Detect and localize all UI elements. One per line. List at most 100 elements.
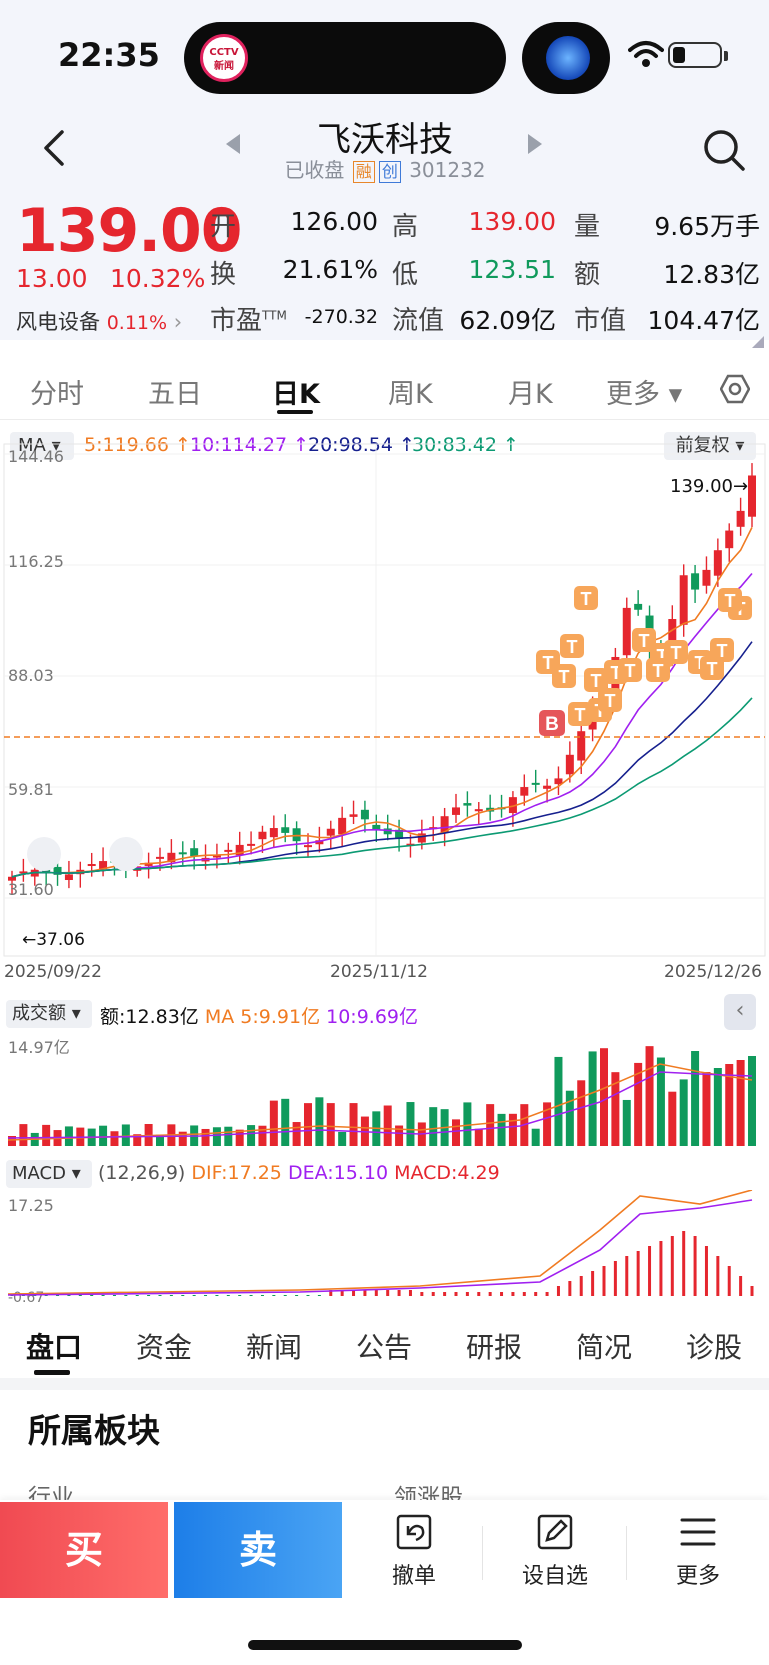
volume-bar [497,1113,506,1146]
candle-body [463,803,472,806]
buy-button[interactable]: 买 [0,1502,168,1598]
volume-bar [258,1125,267,1146]
sector-name: 风电设备 [16,310,100,334]
kline-y-tick: 59.81 [8,780,54,799]
volume-bar [8,1136,16,1146]
macd-bar [272,1295,276,1296]
chart-tab[interactable]: 更多 ▾ [606,379,683,410]
settings-icon[interactable] [720,374,750,404]
cancel-order-button[interactable]: 撤单 [354,1512,474,1590]
trade-marker-b-label: B [545,714,559,735]
detail-tab[interactable]: 研报 [466,1331,523,1364]
wifi-icon [628,41,664,67]
more-button[interactable]: 更多 [638,1512,758,1590]
quote-label: 量 [574,212,601,242]
candle-body [269,828,278,838]
volume-bar [110,1131,119,1146]
chart-tab[interactable]: 分时 [30,379,84,410]
adjust-select[interactable]: 前复权 ▾ [664,432,756,460]
kline-chart[interactable]: TTTTTTTTTTTTTTTTTTTB [0,440,769,960]
volume-bar [292,1122,301,1146]
next-stock-icon[interactable] [528,134,542,154]
macd-params: (12,26,9) [98,1162,186,1184]
kline-y-tick: 88.03 [8,666,54,685]
macd-bar [545,1292,549,1296]
add-watchlist-button[interactable]: 设自选 [495,1512,615,1590]
volume-bar [634,1062,643,1146]
quote-panel [0,190,769,340]
detail-tab[interactable]: 新闻 [246,1331,303,1364]
candle-body [383,828,392,835]
volume-bar [452,1119,460,1146]
ma-select-label: MA [18,435,46,456]
search-icon[interactable] [702,128,746,172]
macd-dif-line [7,1190,753,1295]
macd-select[interactable]: MACD ▾ [6,1160,92,1188]
trade-marker-t [618,658,642,682]
collapse-panel-icon[interactable]: ‹ [724,994,756,1030]
volume-bar [748,1056,756,1146]
sector-link[interactable]: 风电设备 0.11% › [16,306,182,336]
macd-bar [317,1295,321,1296]
volume-bar [508,1113,517,1146]
candle-body [554,778,563,785]
macd-bar [750,1286,754,1296]
macd-bar [329,1290,333,1296]
candle-body [258,831,267,840]
detail-tab[interactable]: 资金 [136,1331,193,1364]
quote-value: 62.09亿 [459,306,556,335]
macd-bar [613,1261,617,1296]
trade-marker-t [552,664,576,688]
detail-tab[interactable]: 简况 [576,1331,633,1364]
volume-bar [383,1105,392,1146]
chart-tab[interactable]: 周K [388,379,433,410]
kline-y-tick: 144.46 [8,447,64,466]
volume-y-top: 14.97亿 [8,1038,70,1057]
quote-value: 104.47亿 [647,306,760,335]
macd-bar [169,1295,173,1296]
macd-bar [659,1241,663,1296]
back-arrow-icon[interactable] [40,128,68,168]
macd-dea-line [7,1199,753,1296]
detail-tab[interactable]: 诊股 [686,1331,743,1364]
action-separator [482,1526,483,1580]
quote-value: 21.61% [282,255,378,284]
macd-bar [192,1295,196,1296]
trade-marker-t-label: T [605,691,616,711]
volume-bar [19,1124,28,1146]
macd-bar [670,1236,674,1296]
volume-bar [713,1068,722,1146]
volume-bar [600,1048,608,1146]
macd-bar [511,1292,515,1296]
battery-icon [668,42,722,68]
chart-tab[interactable]: 日K [272,379,320,410]
ma-select[interactable]: MA ▾ [10,432,74,460]
expand-corner-icon[interactable] [752,336,764,348]
candle-body [87,864,96,867]
macd-bar [431,1292,435,1296]
add-watchlist-label: 设自选 [521,1564,588,1589]
candle-body [224,849,233,852]
sell-button[interactable]: 卖 [174,1502,342,1598]
volume-bar [622,1099,631,1146]
chart-tab[interactable]: 五日 [148,379,202,410]
quote-label: 低 [392,260,419,290]
macd-bar [295,1295,299,1296]
candle-body [736,510,745,527]
volume-select[interactable]: 成交额 ▾ [6,1000,92,1028]
volume-bar [64,1126,73,1146]
volume-chart[interactable] [0,1030,769,1150]
trade-marker-t [664,640,688,664]
fullscreen-icon [109,837,143,871]
macd-chart[interactable] [0,1190,769,1310]
volume-bar [281,1098,290,1146]
macd-bar [579,1276,583,1296]
macd-bar [260,1295,264,1296]
prev-stock-icon[interactable] [226,134,240,154]
detail-tab[interactable]: 盘口 [26,1331,83,1364]
active-tab-indicator [277,410,313,414]
chart-tab[interactable]: 月K [508,379,553,410]
volume-bar [531,1128,540,1146]
candle-body [53,866,62,875]
detail-tab[interactable]: 公告 [356,1331,413,1364]
